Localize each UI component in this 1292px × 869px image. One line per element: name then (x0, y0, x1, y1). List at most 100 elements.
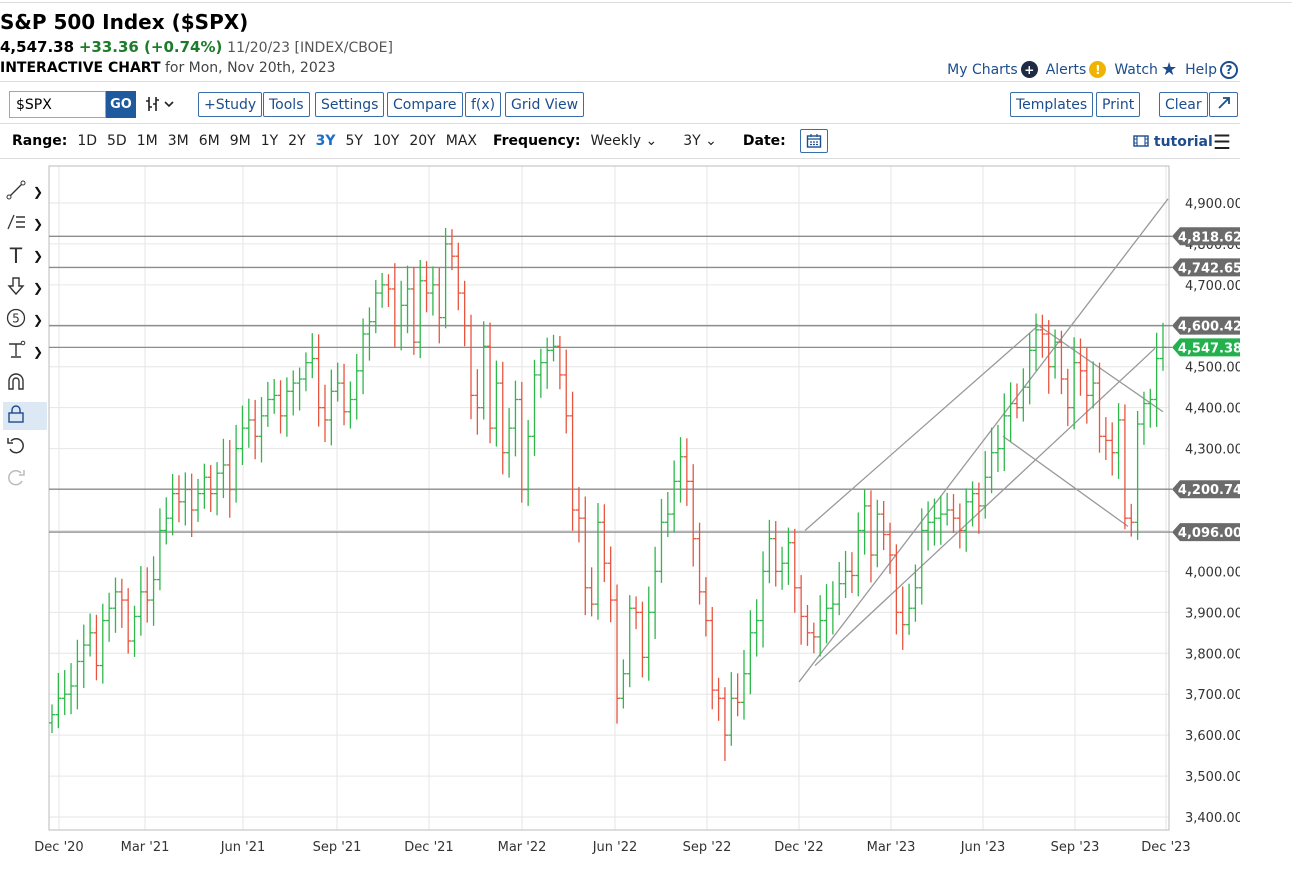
clear-button[interactable]: Clear (1159, 92, 1208, 117)
ohlc-bar (696, 522, 703, 605)
magnet-tool[interactable] (3, 370, 47, 398)
range-option-max[interactable]: MAX (445, 133, 477, 149)
ohlc-bar (639, 601, 646, 678)
ohlc-bar (982, 451, 989, 519)
calendar-icon (806, 134, 821, 148)
range-option-1d[interactable]: 1D (77, 133, 97, 149)
price-chart[interactable]: 4,900.004,800.004,700.004,600.004,500.00… (0, 159, 1240, 865)
hamburger-menu-icon[interactable]: ☰ (1213, 132, 1231, 154)
level-tag-label: 4,742.65 (1178, 261, 1240, 276)
range-option-10y[interactable]: 10Y (372, 133, 400, 149)
settings-button[interactable]: Settings (315, 92, 385, 117)
tools-button[interactable]: Tools (263, 92, 310, 117)
help-link[interactable]: Help? (1185, 60, 1238, 79)
ohlc-bar (518, 381, 525, 503)
study-button[interactable]: +Study (198, 92, 263, 117)
ohlc-bar (683, 438, 690, 506)
range-option-1m[interactable]: 1M (136, 133, 158, 149)
chart-toolbar: GO +Study Tools Settings Compare f(x) Gr… (9, 91, 1239, 119)
ohlc-bar (861, 489, 868, 555)
redo-tool[interactable] (3, 466, 47, 494)
range-option-2y[interactable]: 2Y (288, 133, 306, 149)
bar-type-dropdown[interactable] (145, 94, 177, 118)
ohlc-bar (1153, 332, 1160, 427)
undo-tool[interactable] (3, 434, 47, 462)
print-button[interactable]: Print (1096, 92, 1141, 117)
templates-button[interactable]: Templates (1010, 92, 1094, 117)
range-option-3m[interactable]: 3M (167, 133, 189, 149)
range-options: 1D 5D 1M 3M 6M 9M 1Y 2Y 3Y 5Y 10Y 20Y MAX (77, 133, 487, 149)
ohlc-bar (709, 607, 716, 710)
ohlc-bar (379, 272, 386, 308)
ohlc-bar (614, 584, 621, 724)
watch-link[interactable]: Watch ★ (1114, 59, 1177, 80)
ohlc-bar (988, 427, 995, 494)
symbol-input[interactable] (9, 91, 106, 118)
level-tag-label: 4,200.74 (1178, 483, 1240, 498)
frequency-select[interactable]: Weekly ⌄ (591, 133, 658, 149)
range-option-1y[interactable]: 1Y (260, 133, 279, 149)
range-option-5y[interactable]: 5Y (345, 133, 363, 149)
ohlc-bar (480, 321, 487, 420)
y-tick-label: 3,800.00 (1185, 647, 1240, 662)
ohlc-bar (994, 424, 1001, 472)
text-icon: T (9, 243, 23, 268)
measure-tool[interactable]: ❯ (3, 338, 47, 366)
divider (0, 123, 1240, 124)
ohlc-bar (747, 610, 754, 695)
y-tick-label: 4,000.00 (1185, 565, 1240, 580)
calendar-button[interactable] (799, 129, 828, 153)
ohlc-bar (137, 566, 144, 636)
x-tick-label: Sep '21 (313, 840, 362, 855)
number-tool[interactable]: 5 ❯ (3, 306, 47, 334)
ohlc-bar (328, 369, 335, 446)
frequency-label: Frequency: (492, 133, 581, 149)
my-charts-link[interactable]: My Charts + (947, 61, 1038, 78)
ohlc-bar (290, 370, 297, 416)
ohlc-bar (245, 398, 252, 448)
ohlc-bar (556, 336, 563, 390)
y-tick-label: 4,300.00 (1185, 443, 1240, 458)
tutorial-link[interactable]: tutorial (1133, 134, 1213, 150)
go-button[interactable]: GO (106, 91, 136, 118)
ohlc-bar (499, 361, 506, 475)
ohlc-bar (563, 349, 570, 434)
ohlc-bar (80, 624, 87, 689)
range-option-3y[interactable]: 3Y (315, 133, 336, 149)
alerts-link[interactable]: Alerts! (1046, 61, 1107, 78)
ohlc-bar (734, 673, 741, 717)
compare-button[interactable]: Compare (387, 92, 463, 117)
ohlc-bar (664, 491, 671, 538)
lock-tool[interactable] (3, 402, 47, 430)
range-option-5d[interactable]: 5D (107, 133, 127, 149)
trendline (804, 325, 1039, 531)
range-option-9m[interactable]: 9M (229, 133, 251, 149)
y-tick-label: 3,900.00 (1185, 606, 1240, 621)
ohlc-bar (690, 464, 697, 567)
range-option-6m[interactable]: 6M (198, 133, 220, 149)
text-tool[interactable]: T ❯ (3, 242, 47, 270)
ohlc-bar (448, 229, 455, 271)
period-select[interactable]: 3Y ⌄ (683, 133, 717, 149)
fx-button[interactable]: f(x) (465, 92, 502, 117)
ohlc-bar (201, 463, 208, 509)
line-tool[interactable]: ❯ (3, 178, 47, 206)
grid-view-button[interactable]: Grid View (505, 92, 585, 117)
level-tag-bg (1172, 258, 1240, 277)
ohlc-bar (404, 265, 411, 334)
arrow-tool[interactable]: ❯ (3, 274, 47, 302)
trendline-icon (3, 180, 29, 205)
tutorial-label: tutorial (1153, 134, 1213, 150)
ohlc-bar (1134, 410, 1141, 540)
range-option-20y[interactable]: 20Y (409, 133, 436, 149)
ohlc-bar (309, 333, 316, 379)
chart-subtitle: INTERACTIVE CHART for Mon, Nov 20th, 202… (0, 60, 336, 76)
level-tag: 4,600.42 (1172, 316, 1240, 335)
x-tick-label: Jun '22 (592, 840, 638, 855)
ohlc-bar (791, 528, 798, 613)
ohlc-bar (436, 267, 443, 344)
fib-tool[interactable]: ❯ (3, 210, 47, 238)
expand-button[interactable] (1209, 92, 1238, 117)
ohlc-bar (106, 592, 113, 642)
y-axis-ticks: 4,900.004,800.004,700.004,600.004,500.00… (1185, 197, 1240, 826)
